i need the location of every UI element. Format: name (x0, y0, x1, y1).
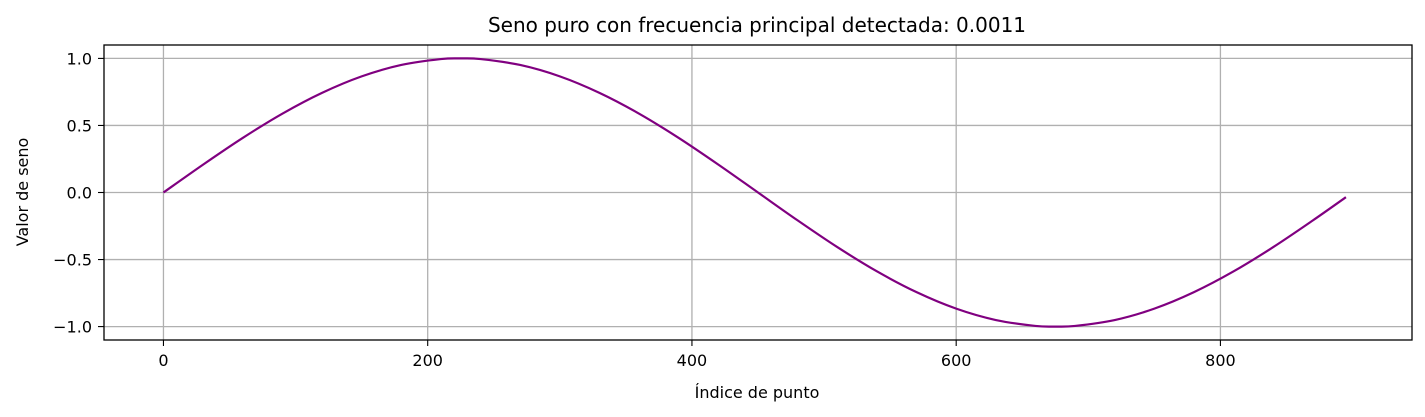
x-tick-label: 800 (1205, 351, 1236, 370)
x-tick-label: 600 (941, 351, 972, 370)
x-tick-label: 200 (412, 351, 443, 370)
y-tick-label: 1.0 (67, 49, 92, 68)
x-tick-label: 0 (158, 351, 168, 370)
y-axis-label: Valor de seno (13, 138, 32, 247)
grid (104, 45, 1412, 340)
y-tick-label: −1.0 (53, 318, 92, 337)
axis-ticks: 0 200 400 600 800 1.0 0.5 0.0 −0.5 −1.0 (53, 49, 1236, 370)
chart-title: Seno puro con frecuencia principal detec… (488, 13, 1026, 37)
y-tick-label: 0.5 (67, 116, 92, 135)
x-tick-label: 400 (677, 351, 708, 370)
x-axis-label: Índice de punto (695, 383, 820, 402)
y-tick-label: 0.0 (67, 184, 92, 203)
series-layer (162, 57, 1347, 328)
sine-series-line (162, 57, 1347, 328)
y-tick-label: −0.5 (53, 251, 92, 270)
